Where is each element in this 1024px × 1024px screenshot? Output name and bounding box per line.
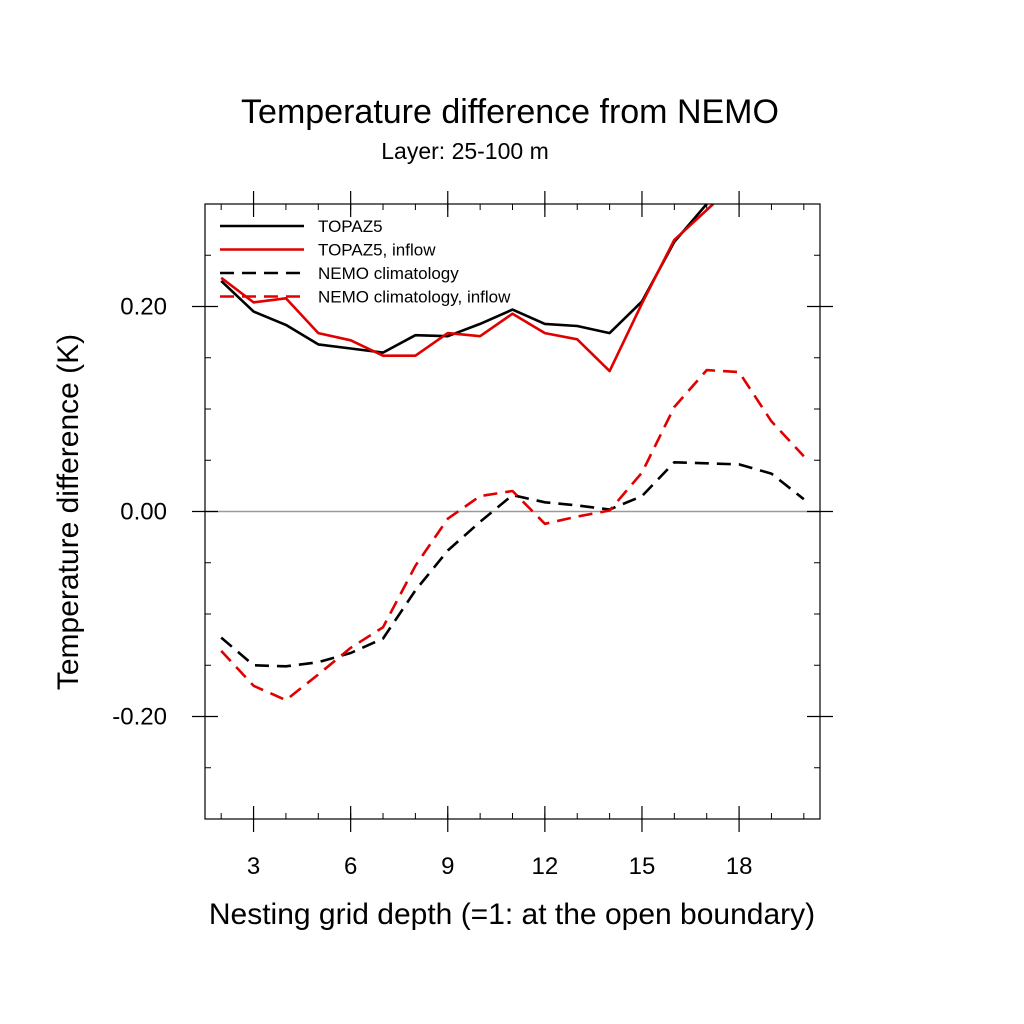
chart-title: Temperature difference from NEMO [241,93,779,131]
series-line-4 [220,368,805,702]
y-tick-label: 0.00 [120,499,167,526]
x-tick-label: 15 [629,853,656,880]
legend-label-3: NEMO climatology [318,264,459,283]
x-tick-label: 18 [726,853,753,880]
y-tick-label: 0.20 [120,294,167,321]
x-axis-label: Nesting grid depth (=1: at the open boun… [209,898,815,931]
x-tick-label: 12 [532,853,559,880]
x-tick-label: 9 [441,853,454,880]
series-line-1 [220,204,708,354]
y-axis-label: Temperature difference (K) [52,334,85,690]
series-line-3 [220,460,805,668]
y-tick-label: -0.20 [112,704,167,731]
x-tick-label: 3 [247,853,260,880]
plot-area: 3 6 9 12 15 18 -0.20 0.00 0.20 [112,191,833,880]
plot-frame [204,203,821,820]
legend: TOPAZ5 TOPAZ5, inflow NEMO climatology NEMO… [220,217,511,307]
legend-label-1: TOPAZ5 [318,217,383,236]
legend-label-2: TOPAZ5, inflow [318,241,436,260]
x-tick-label: 6 [344,853,357,880]
chart-subtitle: Layer: 25-100 m [381,138,548,164]
series-line-2 [220,204,715,373]
legend-label-4: NEMO climatology, inflow [318,288,511,307]
